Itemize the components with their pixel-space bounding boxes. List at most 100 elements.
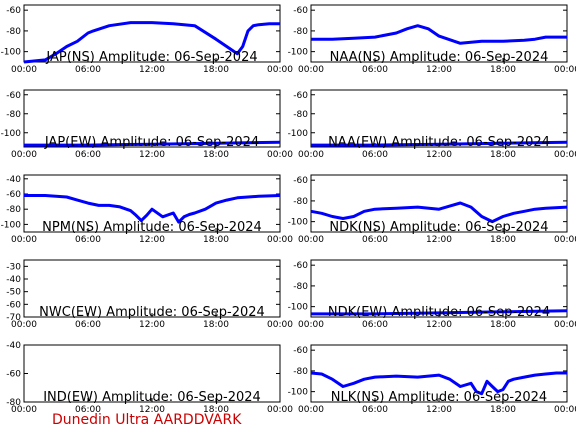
panel-title: JAP(EW) Amplitude: 06-Sep-2024 <box>44 135 259 150</box>
x-tick-label: 12:00 <box>426 235 452 245</box>
y-tick-label: -80 <box>6 398 21 408</box>
x-tick-label: 06:00 <box>75 150 101 160</box>
series-line <box>311 309 568 316</box>
chart-panel: -80 -60 -40 00:00 06:00 12:00 18:00 00:00 IND(EW… <box>6 341 293 415</box>
series-line <box>310 371 567 396</box>
panel-title: IND(EW) Amplitude: 06-Sep-2024 <box>43 390 261 405</box>
y-tick-label: -60 <box>6 370 21 380</box>
x-tick-label: 18:00 <box>203 65 229 75</box>
series-line <box>310 201 568 224</box>
x-tick-label: 06:00 <box>362 320 388 330</box>
series-line <box>311 24 567 45</box>
x-tick-label: 06:00 <box>362 150 388 160</box>
x-tick-label: 18:00 <box>203 320 229 330</box>
panel-title: JAP(NS) Amplitude: 06-Sep-2024 <box>45 50 257 65</box>
x-tick-label: 00:00 <box>267 150 293 160</box>
y-tick-label: -40 <box>6 341 21 351</box>
x-tick-label: 00:00 <box>298 235 324 245</box>
x-tick-label: 12:00 <box>426 405 452 415</box>
y-tick-label: -80 <box>293 27 308 37</box>
x-tick-label: 00:00 <box>267 320 293 330</box>
panel-title: NDK(NS) Amplitude: 06-Sep-2024 <box>329 220 548 235</box>
chart-panel: -100 -80 -60 -40 00:00 06:00 12:00 18:00 00:00 NP… <box>1 174 293 245</box>
y-tick-label: -40 <box>6 175 21 185</box>
x-tick-label: 12:00 <box>426 150 452 160</box>
y-tick-label: -100 <box>1 129 22 139</box>
x-tick-label: 00:00 <box>554 150 576 160</box>
x-tick-label: 00:00 <box>554 320 576 330</box>
x-tick-label: 12:00 <box>139 235 165 245</box>
x-tick-label: 12:00 <box>139 405 165 415</box>
y-tick-label: -100 <box>288 388 309 398</box>
x-tick-label: 12:00 <box>426 65 452 75</box>
y-tick-label: -80 <box>293 197 308 207</box>
chart-panel: -70 -60 -50 -40 -30 00:00 06:00 12:00 18:00 00:00… <box>6 259 293 330</box>
y-tick-label: -80 <box>293 110 308 120</box>
chart-panel: -100 -80 -60 00:00 06:00 12:00 18:00 00:00 JAP(E… <box>1 89 293 160</box>
x-tick-label: 00:00 <box>11 150 37 160</box>
series-line <box>23 21 280 64</box>
panel-title: NLK(NS) Amplitude: 06-Sep-2024 <box>331 390 547 405</box>
x-tick-label: 12:00 <box>426 320 452 330</box>
x-tick-label: 00:00 <box>11 320 37 330</box>
x-tick-label: 06:00 <box>75 65 101 75</box>
chart-panel: -100 -80 -60 00:00 06:00 12:00 18:00 00:00 NLK(N… <box>288 344 576 415</box>
x-tick-label: 00:00 <box>554 65 576 75</box>
x-tick-label: 00:00 <box>298 320 324 330</box>
panel-title: NDK(EW) Amplitude: 06-Sep-2024 <box>328 305 550 320</box>
y-tick-label: -60 <box>6 300 21 310</box>
chart-panel: -100 -80 -60 00:00 06:00 12:00 18:00 00:00 NDK(N… <box>288 174 576 245</box>
y-tick-label: -80 <box>6 205 21 215</box>
x-tick-label: 06:00 <box>362 405 388 415</box>
x-tick-label: 18:00 <box>203 235 229 245</box>
panel-title: NAA(NS) Amplitude: 06-Sep-2024 <box>330 50 549 65</box>
x-tick-label: 18:00 <box>490 405 516 415</box>
x-tick-label: 18:00 <box>490 320 516 330</box>
x-tick-label: 06:00 <box>362 235 388 245</box>
y-tick-label: -60 <box>6 91 21 101</box>
x-tick-label: 06:00 <box>362 65 388 75</box>
chart-panel: -100 -80 -60 00:00 06:00 12:00 18:00 00:00 JAP(N… <box>1 4 293 75</box>
x-tick-label: 00:00 <box>267 235 293 245</box>
panel-title: NPM(NS) Amplitude: 06-Sep-2024 <box>42 220 262 235</box>
panel-grid: -100 -80 -60 00:00 06:00 12:00 18:00 00:00 JAP(N… <box>1 4 576 415</box>
y-tick-label: -60 <box>293 176 308 186</box>
x-tick-label: 18:00 <box>490 150 516 160</box>
x-tick-label: 00:00 <box>554 235 576 245</box>
y-tick-label: -60 <box>6 6 21 16</box>
x-tick-label: 18:00 <box>490 65 516 75</box>
x-tick-label: 18:00 <box>203 150 229 160</box>
chart-panel: -100 -80 -60 00:00 06:00 12:00 18:00 00:00 NAA(N… <box>288 4 576 75</box>
y-tick-label: -70 <box>6 313 21 323</box>
y-tick-label: -60 <box>293 91 308 101</box>
y-tick-label: -80 <box>293 282 308 292</box>
x-tick-label: 12:00 <box>139 65 165 75</box>
y-tick-label: -80 <box>6 27 21 37</box>
y-tick-label: -30 <box>6 262 21 272</box>
y-tick-label: -60 <box>293 261 308 271</box>
x-tick-label: 00:00 <box>267 65 293 75</box>
y-tick-label: -100 <box>288 218 309 228</box>
chart-panel: -100 -80 -60 00:00 06:00 12:00 18:00 00:00 NAA(E… <box>288 89 576 160</box>
x-tick-label: 00:00 <box>298 65 324 75</box>
x-tick-label: 18:00 <box>203 405 229 415</box>
x-tick-label: 00:00 <box>298 150 324 160</box>
y-tick-label: -100 <box>288 303 309 313</box>
series-line <box>311 140 568 147</box>
y-tick-label: -60 <box>293 6 308 16</box>
x-tick-label: 06:00 <box>75 320 101 330</box>
x-tick-label: 12:00 <box>139 150 165 160</box>
y-tick-label: -50 <box>6 288 21 298</box>
x-tick-label: 00:00 <box>11 235 37 245</box>
x-tick-label: 00:00 <box>554 405 576 415</box>
x-tick-label: 00:00 <box>298 405 324 415</box>
y-tick-label: -100 <box>288 129 309 139</box>
panel-title: NWC(EW) Amplitude: 06-Sep-2024 <box>39 305 265 320</box>
x-tick-label: 06:00 <box>75 235 101 245</box>
y-tick-label: -80 <box>293 367 308 377</box>
x-tick-label: 06:00 <box>75 405 101 415</box>
chart-panel: -100 -80 -60 00:00 06:00 12:00 18:00 00:00 NDK(E… <box>288 259 576 330</box>
y-tick-label: -40 <box>6 275 21 285</box>
series-line <box>24 194 281 224</box>
